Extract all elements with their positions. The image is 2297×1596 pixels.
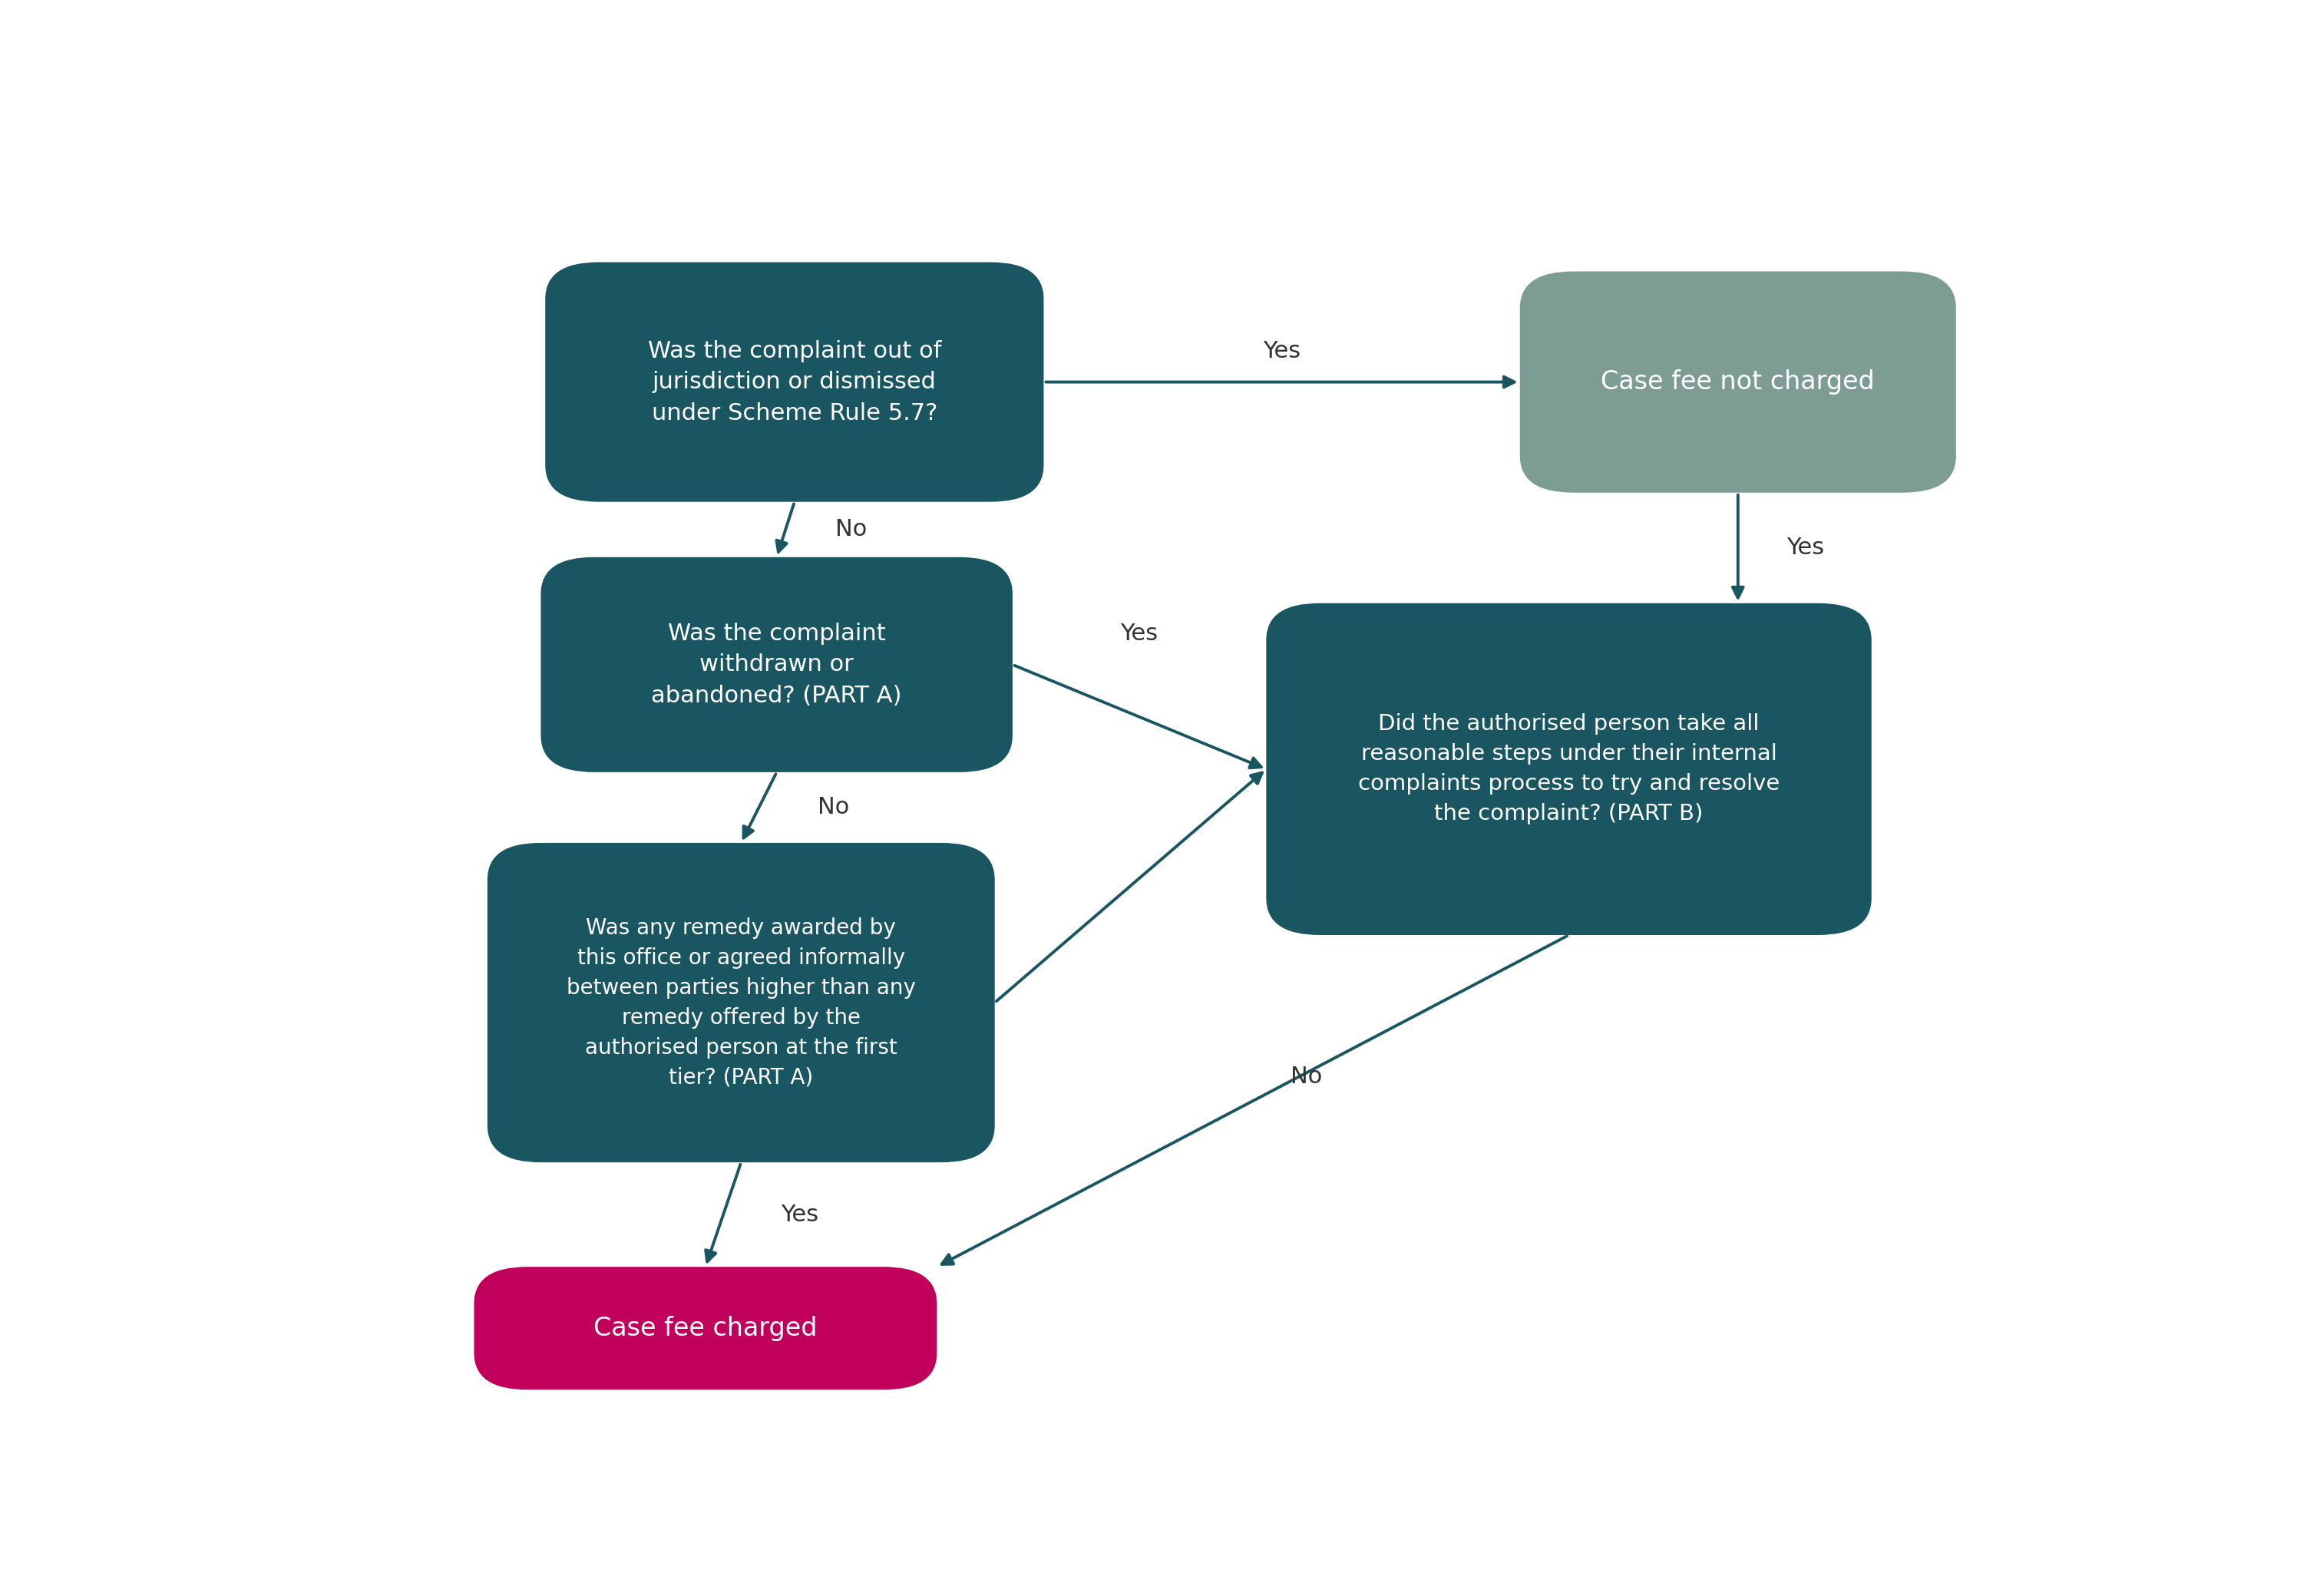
Text: Yes: Yes bbox=[1787, 536, 1824, 559]
Text: Was any remedy awarded by
this office or agreed informally
between parties highe: Was any remedy awarded by this office or… bbox=[567, 918, 917, 1088]
FancyBboxPatch shape bbox=[544, 262, 1043, 501]
Text: Yes: Yes bbox=[1121, 622, 1158, 645]
FancyBboxPatch shape bbox=[473, 1267, 937, 1390]
Text: Did the authorised person take all
reasonable steps under their internal
complai: Did the authorised person take all reaso… bbox=[1358, 713, 1780, 825]
Text: No: No bbox=[836, 519, 868, 541]
Text: Was the complaint out of
jurisdiction or dismissed
under Scheme Rule 5.7?: Was the complaint out of jurisdiction or… bbox=[648, 340, 942, 425]
Text: Case fee not charged: Case fee not charged bbox=[1601, 369, 1874, 394]
Text: No: No bbox=[1291, 1065, 1323, 1087]
Text: No: No bbox=[818, 796, 850, 819]
FancyBboxPatch shape bbox=[540, 557, 1013, 772]
Text: Case fee charged: Case fee charged bbox=[593, 1315, 818, 1341]
FancyBboxPatch shape bbox=[1266, 603, 1872, 935]
Text: Yes: Yes bbox=[781, 1203, 818, 1226]
Text: Was the complaint
withdrawn or
abandoned? (PART A): Was the complaint withdrawn or abandoned… bbox=[652, 622, 903, 707]
FancyBboxPatch shape bbox=[487, 843, 995, 1162]
FancyBboxPatch shape bbox=[1521, 271, 1957, 493]
Text: Yes: Yes bbox=[1263, 340, 1300, 362]
